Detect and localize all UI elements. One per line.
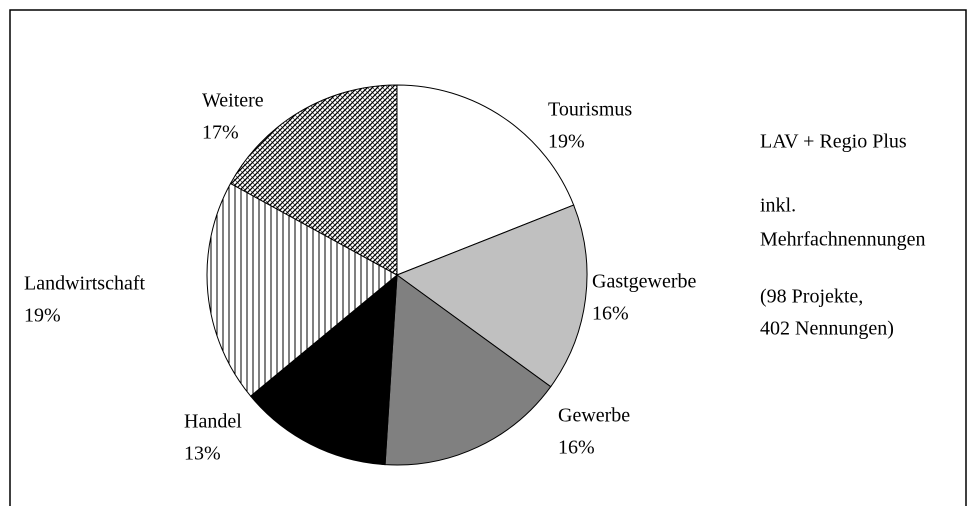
annotation: 402 Nennungen) xyxy=(760,318,894,340)
pie-slice xyxy=(395,204,588,388)
annotation: Mehrfachnennungen xyxy=(760,229,926,251)
slice-label: Handel xyxy=(184,411,242,433)
annotation: inkl. xyxy=(760,195,796,217)
pie-slice xyxy=(384,274,552,466)
pie-slice xyxy=(396,84,575,276)
value-label: 16% xyxy=(558,437,595,459)
slice-label: Weitere xyxy=(202,90,264,112)
slice-label: Landwirtschaft xyxy=(24,273,146,295)
annotation: (98 Projekte, xyxy=(760,286,863,308)
value-label: 19% xyxy=(548,131,585,153)
value-label: 17% xyxy=(202,122,239,144)
pie-slice xyxy=(249,273,398,466)
value-label: 13% xyxy=(184,443,221,465)
slice-label: Tourismus xyxy=(548,99,632,121)
annotation: LAV + Regio Plus xyxy=(760,131,907,153)
pie-slice xyxy=(229,84,398,276)
value-label: 16% xyxy=(592,303,629,325)
frame xyxy=(9,9,967,506)
slice-label: Gastgewerbe xyxy=(592,271,697,293)
pie-slice xyxy=(206,182,398,397)
slice-label: Gewerbe xyxy=(558,405,630,427)
value-label: 19% xyxy=(24,305,61,327)
